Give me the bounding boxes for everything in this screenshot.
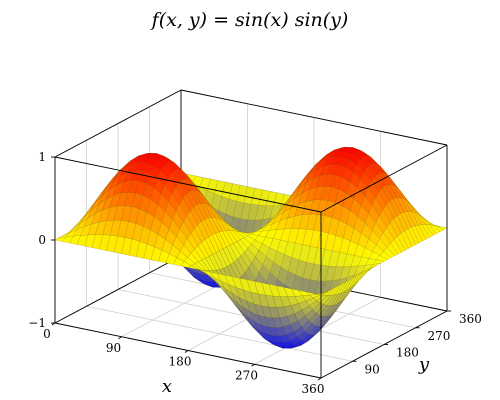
x-tick-mark [251,363,255,367]
x-tick-mark [184,350,189,353]
x-tick-mark [118,336,122,340]
grid-line-floor-y [86,305,353,362]
x-tick-label: 270 [235,368,258,382]
y-axis-label: y [418,354,430,375]
z-tick-label: 0 [38,233,46,247]
y-tick-label: 180 [396,346,419,360]
x-tick-label: 0 [43,327,51,341]
surface-layer [54,146,448,349]
x-axis-label: x [162,376,172,397]
chart-title: f(x, y) = sin(x) sin(y) [150,9,349,31]
z-tick-label: −1 [28,316,46,330]
box-edge [54,89,182,158]
front-axes [54,144,448,378]
surface-patch [313,293,325,296]
z-tick-label: 1 [38,150,46,164]
box-edge [180,89,448,146]
x-tick-label: 360 [302,382,325,396]
box-edge [54,255,182,324]
box-edge-front [320,144,448,213]
box-edge-front [54,156,322,213]
x-tick-label: 90 [106,341,121,355]
y-tick-label: 90 [365,362,380,376]
x-tick-label: 180 [169,355,192,369]
y-tick-label: 270 [428,329,451,343]
y-tick-label: 360 [459,312,482,326]
x-tick-mark [317,377,322,381]
